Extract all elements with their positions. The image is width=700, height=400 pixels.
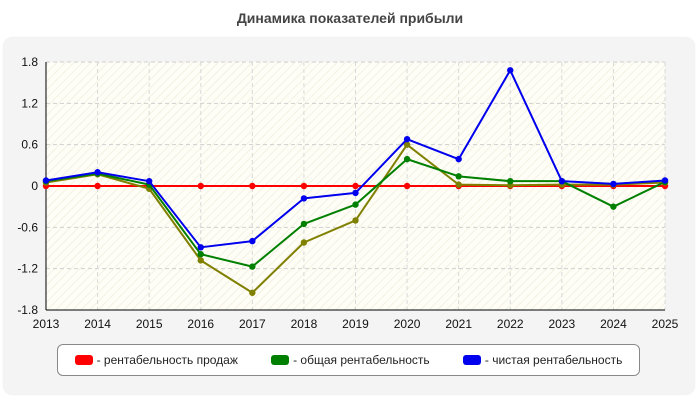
series-point-2 [403,155,411,163]
series-point-3 [94,169,101,176]
legend-label-net: - чистая рентабельность [484,353,623,367]
series-point-3 [42,177,50,184]
series-point-3 [145,177,153,185]
series-point-1 [300,239,308,246]
x-tick-label: 2017 [239,317,266,331]
series-point-3 [300,195,308,202]
legend-swatch-sales [74,355,93,365]
x-tick-label: 2018 [291,317,318,331]
x-tick-label: 2025 [652,317,679,331]
legend-item-sales: - рентабельность продаж [74,353,238,367]
series-point-1 [455,181,462,188]
legend: - рентабельность продаж - общая рентабел… [57,344,640,376]
series-point-0 [403,182,411,190]
x-tick-label: 2015 [136,317,163,331]
y-tick-label: -0.6 [17,220,38,234]
y-tick-label: -1.2 [17,262,38,276]
series-point-0 [94,182,101,190]
series-point-2 [352,201,359,208]
x-tick-label: 2016 [187,317,214,331]
x-tick-label: 2022 [497,317,524,331]
series-point-0 [249,182,256,190]
legend-swatch-total [271,355,290,365]
y-tick-label: 0.6 [21,138,38,152]
legend-label-sales: - рентабельность продаж [96,353,238,367]
series-point-2 [507,177,514,185]
series-point-2 [610,203,617,210]
series-point-2 [300,220,308,228]
y-tick-label: 1.2 [21,96,38,110]
series-point-1 [403,141,411,148]
x-tick-label: 2020 [394,317,421,331]
legend-item-total: - общая рентабельность [271,353,430,367]
series-point-1 [249,289,256,296]
y-tick-label: 0 [31,179,38,193]
y-tick-label: -1.8 [17,303,38,317]
series-point-3 [403,135,411,143]
series-point-3 [661,177,669,184]
x-tick-label: 2024 [600,317,627,331]
series-point-1 [197,257,204,264]
series-point-2 [197,251,204,258]
series-point-0 [352,182,359,190]
series-point-2 [249,263,256,270]
x-tick-label: 2023 [548,317,575,331]
series-point-1 [352,217,359,224]
series-point-3 [507,67,514,74]
legend-item-net: - чистая рентабельность [462,353,623,367]
chart-title: Динамика показателей прибыли [236,10,464,26]
series-point-3 [249,237,256,245]
series-point-3 [610,180,617,188]
series-point-3 [558,177,566,185]
series-point-3 [352,189,359,197]
legend-swatch-net [462,355,481,365]
series-point-3 [197,244,204,251]
x-tick-label: 2013 [33,317,60,331]
series-point-3 [455,155,462,163]
x-tick-label: 2021 [445,317,472,331]
series-point-0 [197,182,204,190]
legend-label-total: - общая рентабельность [293,353,430,367]
series-point-0 [300,182,308,190]
y-tick-label: 1.8 [21,55,38,69]
series-point-2 [455,173,462,180]
x-tick-label: 2014 [84,317,111,331]
x-tick-label: 2019 [342,317,369,331]
